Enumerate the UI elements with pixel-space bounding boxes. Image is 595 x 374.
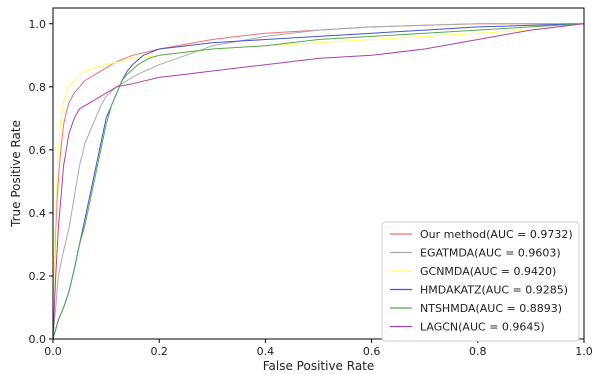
y-tick-label: 0.6 [29,144,47,157]
series-line-3 [52,23,584,340]
series-line-5 [52,23,585,340]
x-tick-label: 0.4 [257,345,275,358]
axes: 0.0 0.2 0.4 0.6 0.8 1.0 0.0 0.2 0.4 0.6 0.8 1.0 [29,7,593,358]
x-tick-label: 0.2 [150,345,168,358]
x-axis-label: False Positive Rate [263,359,375,373]
legend-label: HMDAKATZ(AUC = 0.9285) [420,284,568,297]
y-axis-label: True Positive Rate [9,120,23,228]
y-tick-label: 0.8 [29,81,47,94]
x-tick-label: 0.8 [469,345,487,358]
x-tick-label: 1.0 [575,345,593,358]
y-tick-label: 0.0 [29,333,47,346]
y-tick-label: 0.4 [29,207,47,220]
x-tick-label: 0.6 [363,345,381,358]
y-tick-label: 0.2 [29,270,47,283]
series-line-6 [52,23,585,340]
axes-frame [52,7,585,340]
y-tick-label: 1.0 [29,18,47,31]
legend: Our method(AUC = 0.9732) EGATMDA(AUC = 0.… [381,221,580,342]
legend-label: NTSHMDA(AUC = 0.8893) [420,302,562,315]
legend-label: Our method(AUC = 0.9732) [420,228,573,241]
legend-label: EGATMDA(AUC = 0.9603) [420,247,561,260]
legend-box [381,221,580,342]
legend-label: LAGCN(AUC = 0.9645) [420,321,545,334]
series-lines [52,23,585,340]
legend-label: GCNMDA(AUC = 0.9420) [420,265,556,278]
x-tick-label: 0.0 [44,345,62,358]
